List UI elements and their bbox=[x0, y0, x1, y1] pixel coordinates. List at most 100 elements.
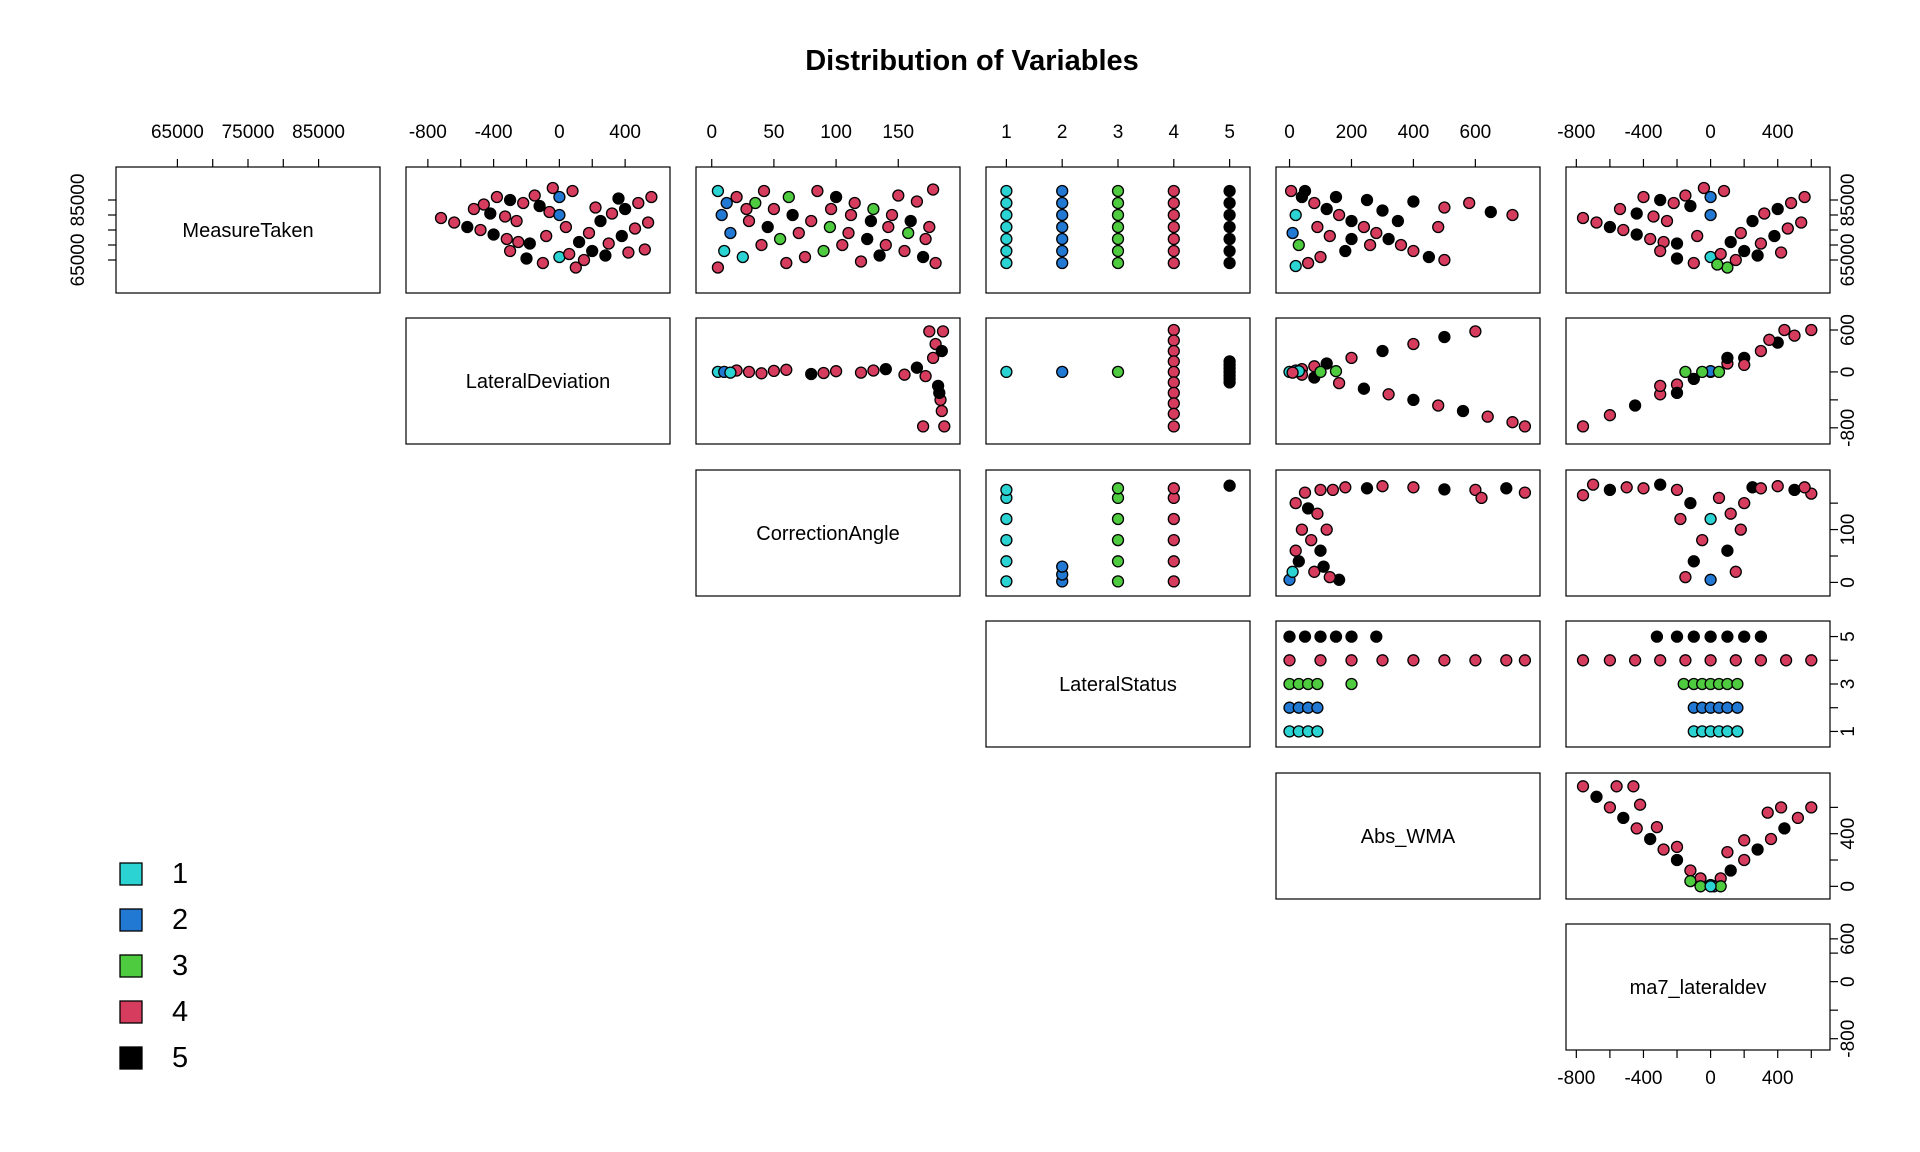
data-point bbox=[736, 250, 749, 264]
data-point bbox=[1731, 725, 1744, 738]
data-point bbox=[602, 237, 615, 250]
data-point bbox=[1613, 202, 1627, 216]
data-point bbox=[1323, 229, 1336, 243]
data-point bbox=[1729, 654, 1742, 667]
data-point bbox=[1320, 202, 1333, 216]
data-point bbox=[1475, 491, 1488, 505]
data-point bbox=[632, 196, 645, 210]
data-point bbox=[1696, 365, 1709, 379]
data-point bbox=[898, 244, 911, 258]
data-point bbox=[1670, 840, 1684, 854]
data-point bbox=[1670, 386, 1684, 400]
data-point bbox=[730, 190, 743, 204]
data-point bbox=[1314, 630, 1327, 643]
data-point bbox=[1223, 232, 1236, 246]
top-tick-label: 2 bbox=[1057, 122, 1068, 143]
data-point bbox=[1286, 226, 1299, 240]
data-point bbox=[742, 365, 756, 379]
data-point bbox=[1630, 207, 1643, 220]
data-point bbox=[1729, 565, 1742, 578]
panel-frame-0-4 bbox=[1275, 166, 1541, 294]
data-point bbox=[923, 325, 936, 338]
top-tick-label: 5 bbox=[1224, 122, 1235, 143]
data-point bbox=[528, 189, 541, 202]
legend-swatch bbox=[119, 862, 143, 886]
top-tick-label: 200 bbox=[1336, 122, 1368, 143]
legend-swatch bbox=[119, 908, 143, 932]
data-point bbox=[1630, 822, 1643, 835]
top-tick-label: -400 bbox=[475, 122, 513, 143]
data-point bbox=[1738, 834, 1751, 847]
data-point bbox=[724, 366, 737, 379]
data-point bbox=[1056, 365, 1069, 379]
data-point bbox=[1000, 208, 1013, 222]
data-point bbox=[1724, 864, 1737, 877]
data-point bbox=[892, 189, 905, 202]
panel-frame-2-2 bbox=[695, 469, 961, 597]
data-point bbox=[715, 208, 728, 222]
data-point bbox=[1056, 560, 1069, 573]
data-point bbox=[1805, 323, 1818, 337]
data-point bbox=[1620, 481, 1633, 494]
data-point bbox=[829, 365, 843, 378]
data-point bbox=[510, 214, 523, 228]
data-point bbox=[1768, 229, 1781, 243]
data-point bbox=[1687, 372, 1700, 386]
data-point bbox=[1329, 365, 1343, 378]
data-point bbox=[569, 261, 582, 274]
data-point bbox=[1056, 184, 1069, 198]
data-point bbox=[1778, 323, 1791, 337]
data-point bbox=[1670, 252, 1684, 265]
data-point bbox=[1717, 184, 1731, 198]
data-point bbox=[503, 244, 517, 258]
data-point bbox=[1360, 482, 1374, 495]
data-point bbox=[1370, 226, 1383, 240]
data-point bbox=[1438, 330, 1451, 344]
data-point bbox=[1679, 365, 1692, 379]
data-point bbox=[1729, 253, 1742, 267]
data-point bbox=[1506, 416, 1519, 429]
right-tick-label: 65000 bbox=[1838, 234, 1859, 287]
data-point bbox=[577, 253, 591, 267]
data-point bbox=[1407, 244, 1420, 258]
data-point bbox=[1761, 806, 1774, 819]
data-point bbox=[1289, 208, 1302, 222]
right-tick-label: 85000 bbox=[1838, 174, 1859, 227]
panel-frame-2-3 bbox=[985, 469, 1251, 597]
data-point bbox=[1056, 196, 1069, 210]
data-point bbox=[755, 238, 768, 252]
data-point bbox=[864, 214, 878, 228]
data-point bbox=[533, 199, 546, 213]
legend-swatch bbox=[119, 1000, 143, 1024]
data-point bbox=[1314, 654, 1327, 667]
data-point bbox=[1345, 232, 1358, 246]
data-point bbox=[1000, 483, 1013, 497]
data-point bbox=[1376, 204, 1389, 217]
data-point bbox=[1167, 533, 1180, 547]
top-tick-label: 150 bbox=[882, 122, 914, 143]
data-point bbox=[1791, 811, 1805, 825]
data-point bbox=[767, 364, 781, 378]
data-point bbox=[1056, 232, 1069, 246]
data-point bbox=[553, 190, 566, 204]
data-point bbox=[1167, 555, 1180, 568]
data-point bbox=[1345, 351, 1358, 365]
legend-label: 4 bbox=[172, 996, 188, 1028]
data-point bbox=[829, 190, 843, 204]
right-tick-label: 400 bbox=[1838, 818, 1859, 850]
data-point bbox=[1687, 630, 1700, 643]
data-point bbox=[628, 222, 642, 235]
data-point bbox=[1111, 184, 1125, 198]
data-point bbox=[1289, 259, 1302, 273]
data-point bbox=[1774, 801, 1788, 814]
data-point bbox=[1329, 630, 1343, 643]
data-point bbox=[902, 226, 915, 240]
data-point bbox=[1610, 780, 1623, 793]
data-point bbox=[1314, 365, 1327, 379]
data-point bbox=[1167, 344, 1180, 358]
data-point bbox=[1000, 512, 1013, 526]
data-point bbox=[1000, 232, 1013, 246]
right-tick-label: 3 bbox=[1838, 679, 1859, 690]
data-point bbox=[1000, 244, 1013, 258]
top-tick-label: 4 bbox=[1169, 122, 1180, 143]
